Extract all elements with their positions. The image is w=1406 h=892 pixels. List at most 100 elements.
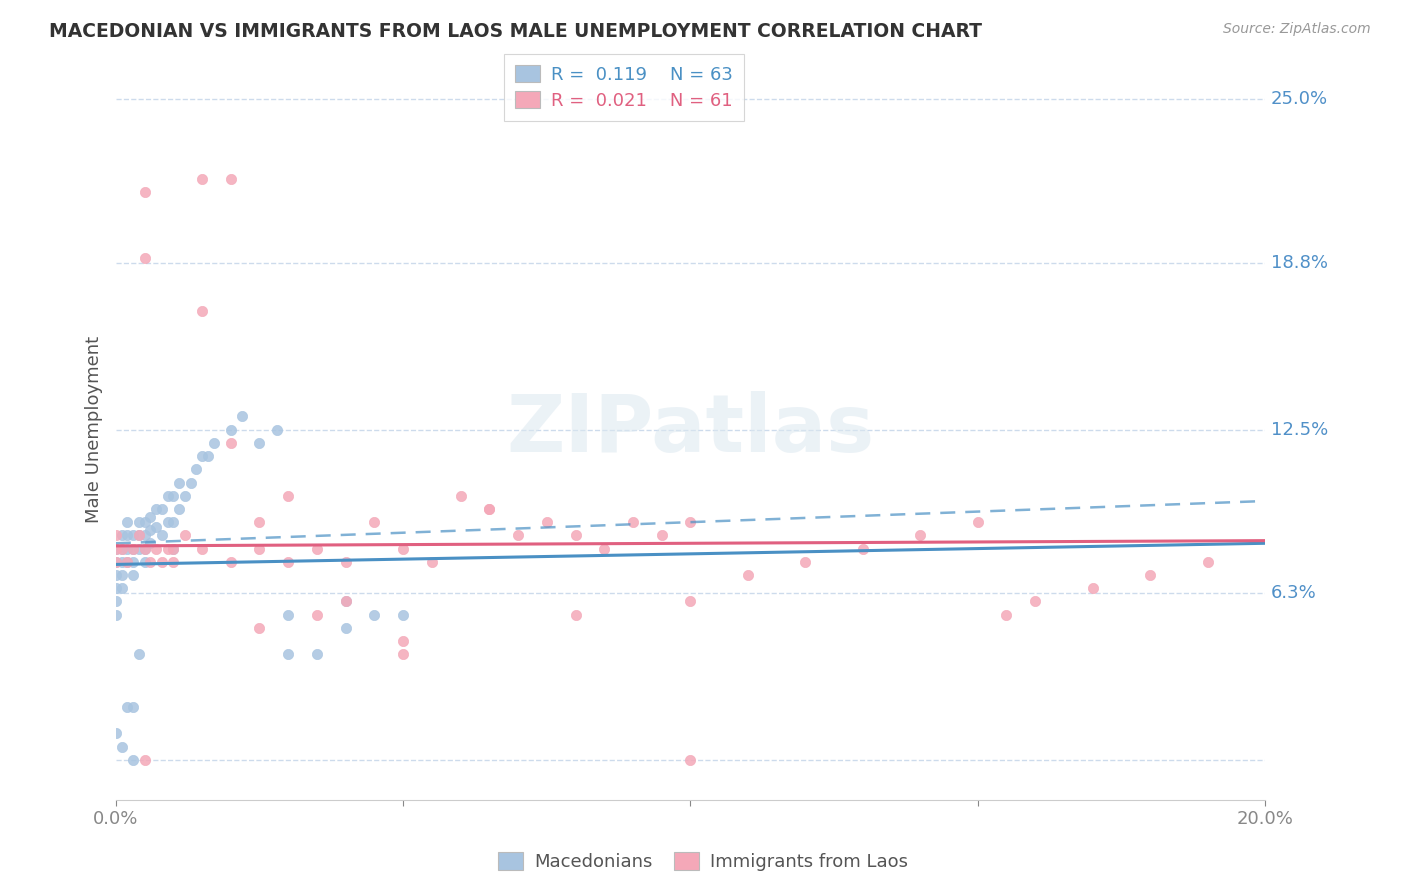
Point [117, 515, 139, 529]
Point [122, 541, 145, 556]
Point [593, 541, 616, 556]
Point [150, 528, 173, 542]
Point [134, 515, 156, 529]
Text: 18.8%: 18.8% [1271, 254, 1327, 272]
Point [139, 536, 162, 550]
Point [363, 515, 385, 529]
Point [122, 528, 145, 542]
Point [104, 541, 127, 556]
Point [117, 528, 139, 542]
Text: ZIPatlas: ZIPatlas [506, 391, 875, 468]
Point [134, 541, 156, 556]
Point [150, 555, 173, 569]
Point [305, 647, 328, 661]
Point [277, 647, 299, 661]
Point [104, 581, 127, 595]
Point [249, 436, 271, 450]
Point [564, 607, 586, 622]
Point [110, 581, 132, 595]
Point [104, 541, 127, 556]
Point [145, 502, 167, 516]
Point [249, 541, 271, 556]
Point [231, 409, 253, 424]
Point [363, 607, 385, 622]
Point [910, 528, 932, 542]
Point [139, 555, 162, 569]
Point [150, 502, 173, 516]
Point [852, 541, 875, 556]
Point [794, 555, 817, 569]
Y-axis label: Male Unemployment: Male Unemployment [86, 336, 103, 524]
Point [104, 555, 127, 569]
Point [564, 528, 586, 542]
Point [104, 568, 127, 582]
Point [180, 475, 202, 490]
Point [1139, 568, 1161, 582]
Point [139, 509, 162, 524]
Point [156, 489, 179, 503]
Point [191, 449, 214, 463]
Point [134, 541, 156, 556]
Point [536, 515, 558, 529]
Point [392, 541, 415, 556]
Point [202, 436, 225, 450]
Point [277, 607, 299, 622]
Text: MACEDONIAN VS IMMIGRANTS FROM LAOS MALE UNEMPLOYMENT CORRELATION CHART: MACEDONIAN VS IMMIGRANTS FROM LAOS MALE … [49, 22, 983, 41]
Point [162, 555, 184, 569]
Point [219, 436, 242, 450]
Point [420, 555, 443, 569]
Legend: R =  0.119    N = 63, R =  0.021    N = 61: R = 0.119 N = 63, R = 0.021 N = 61 [505, 54, 744, 120]
Text: 25.0%: 25.0% [1271, 90, 1327, 109]
Point [335, 594, 357, 608]
Point [117, 700, 139, 714]
Point [679, 753, 702, 767]
Point [191, 303, 214, 318]
Text: 6.3%: 6.3% [1271, 584, 1316, 602]
Point [392, 647, 415, 661]
Point [134, 185, 156, 199]
Point [117, 541, 139, 556]
Point [277, 489, 299, 503]
Text: 12.5%: 12.5% [1271, 421, 1329, 439]
Point [104, 607, 127, 622]
Point [191, 171, 214, 186]
Point [104, 594, 127, 608]
Point [305, 541, 328, 556]
Point [737, 568, 759, 582]
Point [167, 502, 190, 516]
Point [128, 528, 150, 542]
Point [506, 528, 529, 542]
Point [122, 555, 145, 569]
Legend: Macedonians, Immigrants from Laos: Macedonians, Immigrants from Laos [491, 846, 915, 879]
Point [128, 647, 150, 661]
Point [478, 502, 501, 516]
Point [162, 489, 184, 503]
Point [117, 555, 139, 569]
Point [104, 726, 127, 740]
Point [335, 555, 357, 569]
Point [117, 555, 139, 569]
Point [128, 528, 150, 542]
Point [122, 541, 145, 556]
Point [128, 515, 150, 529]
Point [167, 475, 190, 490]
Point [219, 423, 242, 437]
Point [128, 541, 150, 556]
Point [134, 753, 156, 767]
Point [621, 515, 644, 529]
Point [173, 528, 195, 542]
Point [478, 502, 501, 516]
Point [651, 528, 673, 542]
Point [110, 739, 132, 754]
Point [156, 515, 179, 529]
Point [122, 568, 145, 582]
Point [104, 555, 127, 569]
Point [186, 462, 208, 476]
Point [162, 541, 184, 556]
Point [679, 594, 702, 608]
Point [162, 515, 184, 529]
Point [139, 523, 162, 537]
Point [219, 555, 242, 569]
Point [277, 555, 299, 569]
Point [679, 515, 702, 529]
